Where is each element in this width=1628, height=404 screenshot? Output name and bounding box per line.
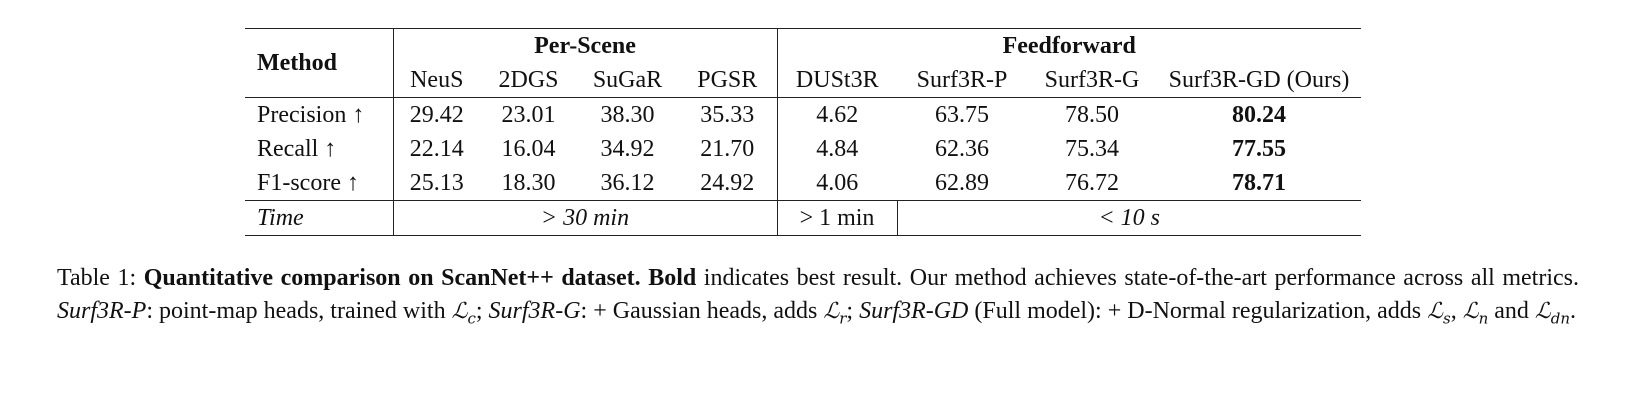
header-cell: Method (245, 28, 394, 98)
math-letter: ℒ (1462, 299, 1479, 324)
cell: 4.06 (777, 166, 897, 201)
column-header: Surf3R-GD (Ours) (1157, 63, 1361, 98)
cell: 63.75 (935, 101, 989, 128)
cell: 62.36 (935, 135, 989, 162)
time-cell: > 30 min (393, 200, 778, 236)
caption-text: and (1488, 298, 1535, 324)
caption-text: (Full model): + D-Normal regularization,… (968, 298, 1428, 324)
caption-text: indicates best result. Our method achiev… (696, 265, 1580, 291)
cell: 38.30 (600, 101, 655, 128)
cell: 62.89 (897, 166, 1027, 201)
math-symbol: ℒs (1427, 299, 1451, 328)
column-header: SuGaR (577, 63, 678, 98)
math-letter: ℒ (1534, 299, 1551, 324)
results-table: Method Per-Scene Feedforward NeuS 2DGS SuGaR P… (245, 28, 1361, 236)
cell: 29.42 (409, 101, 464, 128)
cell: 36.12 (577, 166, 678, 201)
cell: 35.33 (678, 97, 778, 132)
math-symbol: ℒr (823, 299, 847, 328)
caption-text: ; (475, 298, 489, 324)
row-label: Recall ↑ (245, 132, 394, 166)
math-symbol: ℒn (1462, 299, 1489, 328)
math-subscript: dn (1550, 309, 1571, 328)
cell: 77.55 (1232, 135, 1286, 162)
caption-text: , (1450, 298, 1463, 324)
cell: 16.04 (501, 135, 556, 162)
caption-text: Surf3R-G (488, 298, 581, 324)
column-header: NeuS (393, 63, 480, 98)
caption-text: : point-map heads, trained with (146, 298, 452, 324)
time-cell: < 10 s (897, 200, 1361, 236)
cell: 4.84 (816, 135, 859, 162)
data-row: F1-score ↑ 25.13 18.30 36.12 24.92 4.06 62.89 7… (245, 166, 1361, 201)
math-subscript: n (1478, 309, 1489, 328)
cell: 24.92 (678, 166, 778, 201)
cell: 34.92 (600, 135, 655, 162)
caption-text: ; (846, 298, 860, 324)
cell: 78.50 (1065, 101, 1119, 128)
cell: 4.62 (816, 101, 859, 128)
column-header: Surf3R-G (1027, 63, 1157, 98)
math-subscript: c (467, 309, 476, 328)
math-letter: ℒ (1427, 299, 1444, 324)
header-row: Method Per-Scene Feedforward (245, 28, 1361, 98)
math-subscript: s (1443, 309, 1451, 328)
data-row: Recall ↑ 22.14 16.04 34.92 21.70 4.84 62.36 75.… (245, 132, 1361, 166)
group-header: Per-Scene (393, 28, 778, 63)
cell: 23.01 (501, 101, 556, 128)
table-caption: Table 1: Quantitative comparison on Scan… (57, 262, 1579, 328)
time-cell: > 1 min (777, 200, 898, 236)
cell: 78.71 (1157, 166, 1361, 201)
row-label: F1-score ↑ (245, 166, 394, 201)
cell: 21.70 (678, 132, 778, 166)
cell: 80.24 (1232, 101, 1286, 128)
math-subscript: r (839, 309, 847, 328)
header-row: NeuS 2DGS SuGaR PGSR DUSt3R Surf3R-P Surf3R-G S… (245, 63, 1361, 98)
cell: 75.34 (1065, 135, 1119, 162)
column-header: DUSt3R (777, 63, 897, 98)
column-header: Surf3R-P (897, 63, 1027, 98)
math-letter: ℒ (451, 299, 468, 324)
math-letter: ℒ (823, 299, 840, 324)
time-row: Time > 30 min > 1 min < 10 s (245, 200, 1361, 236)
cell: 76.72 (1027, 166, 1157, 201)
cell: 18.30 (480, 166, 577, 201)
column-header: PGSR (678, 63, 778, 98)
caption-text: : + Gaussian heads, adds (580, 298, 824, 324)
row-label: Time (245, 200, 394, 236)
group-header: Feedforward (777, 28, 1361, 63)
caption-text: Surf3R-GD (859, 298, 969, 324)
caption-text: Quantitative comparison on ScanNet++ dat… (143, 265, 697, 291)
column-header: 2DGS (480, 63, 577, 98)
caption-text: . (1570, 298, 1577, 324)
cell: 25.13 (393, 166, 480, 201)
row-label: Precision ↑ (245, 97, 394, 132)
caption-text: Surf3R-P (57, 298, 147, 324)
math-symbol: ℒc (451, 299, 476, 328)
caption-text: Table 1: (57, 265, 144, 291)
data-row: Precision ↑ 29.42 23.01 38.30 35.33 4.62 63.75… (245, 97, 1361, 132)
cell: 22.14 (409, 135, 464, 162)
math-symbol: ℒdn (1534, 299, 1571, 328)
